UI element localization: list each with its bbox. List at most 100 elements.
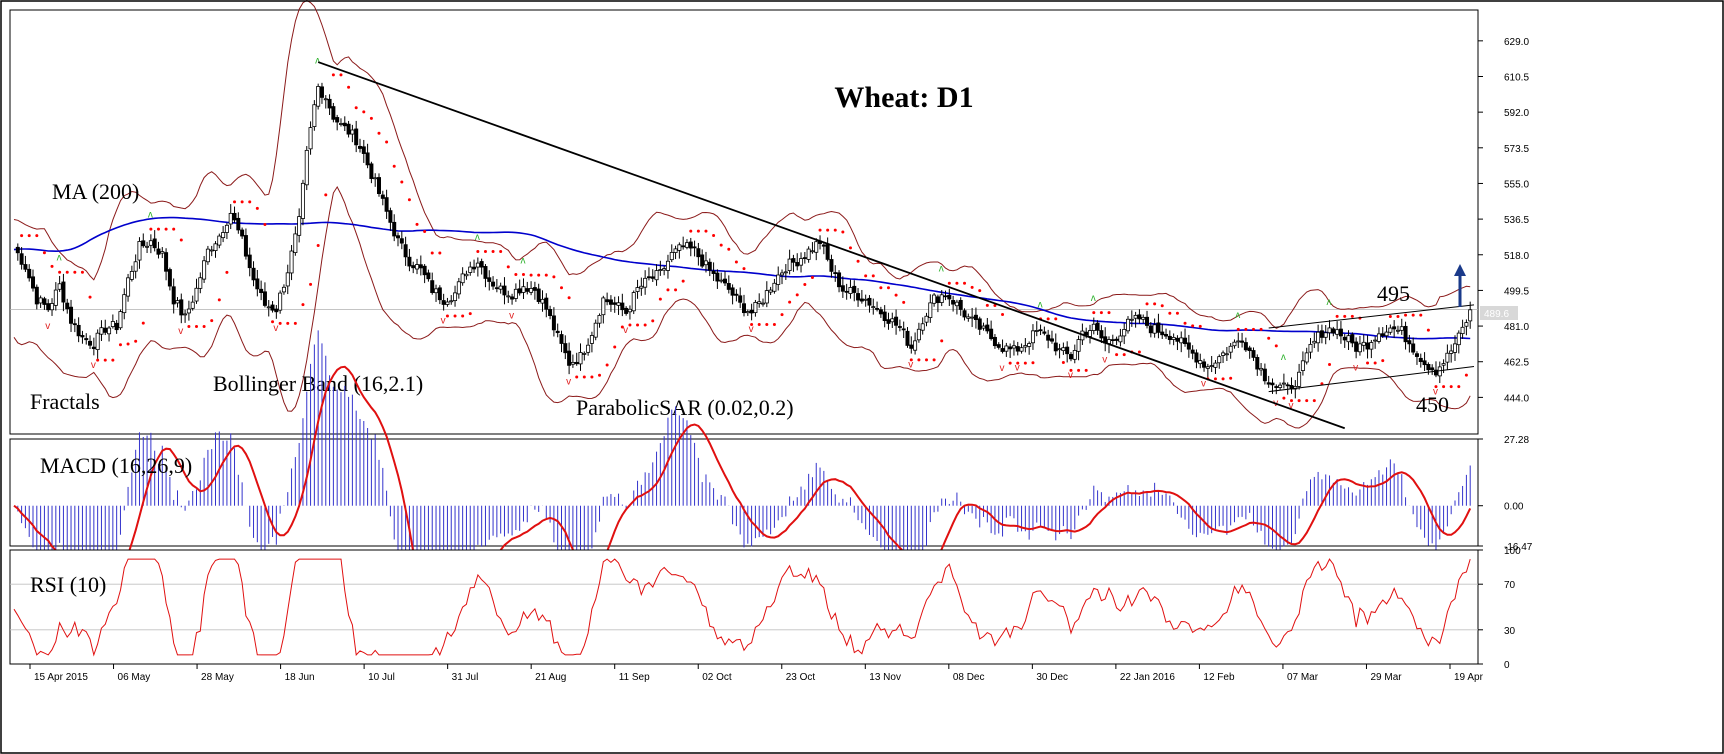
candle-body [844,290,849,293]
candle-body [1171,337,1176,340]
ma-200-line [13,216,1471,340]
sar-dot [1404,313,1408,317]
candle-body [544,297,549,310]
candle-body [1437,366,1442,377]
rsi-tick-label: 30 [1504,626,1516,637]
candle-body [331,106,336,120]
candle-body [376,177,381,194]
sar-dot [879,286,883,290]
bollinger-bands [13,0,1471,429]
candle-body [346,123,351,135]
fractal-down: v [1289,400,1294,411]
candle-body [236,217,241,231]
candle-body [1209,365,1214,367]
sar-dot [35,234,39,238]
fractal-down: v [273,323,278,334]
candle-body [939,294,944,303]
candle-body [145,245,150,248]
candle-body [1221,352,1226,356]
candle-body [141,240,146,247]
candle-body [665,260,670,271]
sar-dot [940,339,944,343]
rsi-panel: 100 70 30 0 RSI (10) [9,546,1521,671]
candle-body [1243,342,1248,351]
sar-dot [141,321,145,325]
price-tick-label: 481.0 [1504,322,1529,333]
price-tick-label: 629.0 [1504,37,1529,48]
svg-text:489.6: 489.6 [1484,309,1509,320]
candle-body [924,315,929,323]
candle-body [985,324,990,332]
sar-dot [742,267,746,271]
candle-body [342,122,347,127]
candle-body [909,344,914,349]
candle-body [570,361,575,365]
date-tick-label: 08 Dec [953,672,985,683]
sar-dot [636,323,640,327]
candle-body [114,322,119,331]
fractal-down: v [623,325,628,336]
candle-body [726,283,731,290]
sar-dot [73,270,77,274]
fractal-markers: vʌvʌvvʌvʌvʌvvvvʌvvʌvʌvvʌvʌvʌvv [45,55,1438,411]
candle-body [825,244,830,260]
candle-body [943,295,948,298]
sar-dot [1343,314,1347,318]
candle-body [935,296,940,304]
sar-dot [727,247,731,251]
sar-dot [963,281,967,285]
candle-body [209,249,214,252]
candle-body [422,265,427,276]
sar-dot [248,200,252,204]
candle-body [1110,339,1115,342]
fractal-down: v [566,377,571,388]
candle-body [472,266,477,270]
sar-dot [103,358,107,362]
candle-body [597,315,602,324]
sar-dot [1259,327,1263,331]
candle-body [833,272,838,274]
candle-body [415,264,420,270]
sar-dot [1312,399,1316,403]
candle-body [407,256,412,267]
candle-body [521,286,526,293]
candle-body [1160,331,1165,336]
candle-body [1411,343,1416,353]
candle-body [920,323,925,331]
candle-body [540,298,545,304]
sar-dot [369,116,373,120]
candle-body [338,123,343,125]
candle-body [1346,335,1351,343]
candle-body [1414,353,1419,357]
candle-body [31,276,36,289]
sar-dot [225,270,229,274]
candle-body [1456,332,1461,346]
candle-body [802,257,807,259]
fractal-up: ʌ [315,55,320,66]
candle-body [1460,326,1465,335]
sar-dot [1099,311,1103,315]
candle-body [776,274,781,285]
sar-dot [818,228,822,232]
date-tick-label: 29 Mar [1370,672,1402,683]
sar-dot [643,323,647,327]
candle-body [456,281,461,295]
sar-dot [628,323,632,327]
candle-body [1452,343,1457,353]
candle-body [586,344,591,353]
sar-dot [1122,353,1126,357]
sar-dot [255,206,259,210]
candle-body [1228,345,1233,353]
sar-dot [27,234,31,238]
candle-body [1259,367,1264,371]
candle-body [654,270,659,281]
candle-body [1365,342,1370,350]
candle-body [259,288,264,294]
candle-body [1449,350,1454,354]
sar-label: ParabolicSAR (0.02,0.2) [576,395,794,420]
candle-body [1114,338,1119,341]
candle-body [859,298,864,302]
level-495-label: 495 [1377,281,1410,306]
candle-body [1464,322,1469,327]
